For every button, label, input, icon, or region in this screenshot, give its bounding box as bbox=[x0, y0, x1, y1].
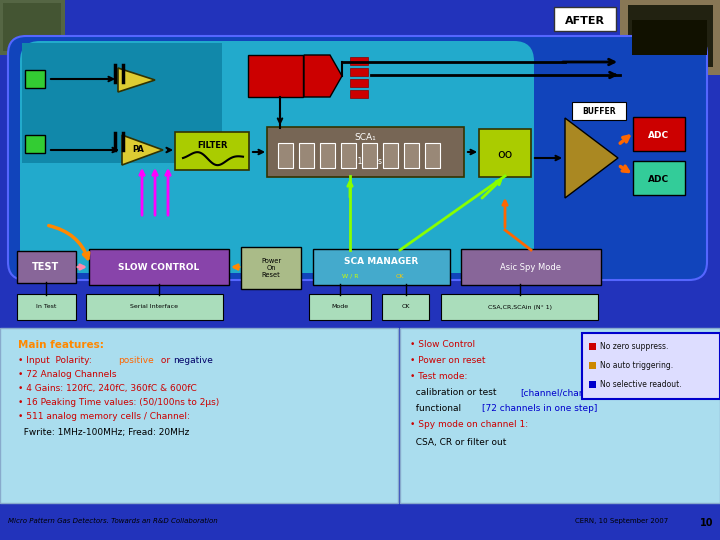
Text: No auto triggering.: No auto triggering. bbox=[600, 361, 673, 370]
Text: CK: CK bbox=[396, 273, 404, 279]
FancyBboxPatch shape bbox=[241, 247, 301, 289]
Text: • Input  Polarity:: • Input Polarity: bbox=[18, 356, 94, 365]
FancyBboxPatch shape bbox=[8, 36, 707, 280]
Bar bbox=[3, 3, 61, 51]
Text: 511 cells: 511 cells bbox=[348, 158, 382, 166]
Text: No zero suppress.: No zero suppress. bbox=[600, 342, 668, 351]
FancyBboxPatch shape bbox=[175, 132, 249, 170]
Text: CERN, 10 September 2007: CERN, 10 September 2007 bbox=[575, 518, 668, 524]
FancyBboxPatch shape bbox=[633, 117, 685, 151]
Bar bbox=[404, 143, 419, 168]
FancyBboxPatch shape bbox=[17, 294, 76, 320]
Bar bbox=[425, 143, 440, 168]
Text: Asic Spy Mode: Asic Spy Mode bbox=[500, 262, 562, 272]
Bar bbox=[632, 20, 707, 55]
Text: CSA,CR,SCAin (N° 1): CSA,CR,SCAin (N° 1) bbox=[487, 305, 552, 309]
Bar bbox=[320, 143, 335, 168]
Text: SCA MANAGER: SCA MANAGER bbox=[344, 256, 418, 266]
Bar bbox=[278, 143, 293, 168]
Text: • 16 Peaking Time values: (50/100ns to 2μs): • 16 Peaking Time values: (50/100ns to 2… bbox=[18, 398, 220, 407]
FancyBboxPatch shape bbox=[89, 249, 229, 285]
Text: In Test: In Test bbox=[36, 305, 57, 309]
Text: • 72 Analog Channels: • 72 Analog Channels bbox=[18, 370, 117, 379]
FancyBboxPatch shape bbox=[313, 249, 450, 285]
Text: • Power on reset: • Power on reset bbox=[410, 356, 485, 365]
Text: or: or bbox=[158, 356, 173, 365]
FancyBboxPatch shape bbox=[441, 294, 598, 320]
Text: BUFFER: BUFFER bbox=[582, 107, 616, 117]
Text: positive: positive bbox=[118, 356, 154, 365]
FancyBboxPatch shape bbox=[22, 43, 222, 163]
Bar bbox=[350, 68, 368, 76]
FancyBboxPatch shape bbox=[461, 249, 601, 285]
Bar bbox=[589, 343, 596, 350]
Text: No selective readout.: No selective readout. bbox=[600, 380, 682, 389]
Bar bbox=[589, 362, 596, 369]
FancyBboxPatch shape bbox=[20, 41, 534, 273]
Text: ADC: ADC bbox=[649, 174, 670, 184]
Text: SCA₁: SCA₁ bbox=[354, 133, 376, 143]
Bar bbox=[299, 143, 314, 168]
Polygon shape bbox=[565, 118, 618, 198]
Text: • 511 analog memory cells / Channel:: • 511 analog memory cells / Channel: bbox=[18, 412, 190, 421]
Text: AFTER: AFTER bbox=[565, 16, 605, 26]
Text: FILTER: FILTER bbox=[197, 140, 228, 150]
Text: oo: oo bbox=[498, 147, 513, 160]
Text: ADC: ADC bbox=[649, 131, 670, 139]
Polygon shape bbox=[118, 68, 155, 92]
Text: SLOW CONTROL: SLOW CONTROL bbox=[118, 262, 199, 272]
Text: TEST: TEST bbox=[32, 262, 60, 272]
Bar bbox=[341, 143, 356, 168]
Text: Power
On
Reset: Power On Reset bbox=[261, 258, 281, 278]
FancyBboxPatch shape bbox=[382, 294, 429, 320]
Bar bbox=[628, 5, 713, 67]
Text: Serial Interface: Serial Interface bbox=[130, 305, 179, 309]
Bar bbox=[248, 55, 303, 97]
FancyBboxPatch shape bbox=[582, 333, 720, 399]
Text: • Test mode:: • Test mode: bbox=[410, 372, 467, 381]
Text: [72 channels in one step]: [72 channels in one step] bbox=[482, 404, 598, 413]
FancyBboxPatch shape bbox=[554, 7, 616, 31]
Text: functional: functional bbox=[410, 404, 464, 413]
Text: PA: PA bbox=[132, 145, 144, 154]
Text: [channel/channel]: [channel/channel] bbox=[520, 388, 602, 397]
FancyBboxPatch shape bbox=[572, 102, 626, 120]
Bar bbox=[25, 135, 45, 153]
Bar bbox=[400, 328, 720, 503]
Text: CSA, CR or filter out: CSA, CR or filter out bbox=[410, 438, 506, 447]
Text: Main features:: Main features: bbox=[18, 340, 104, 350]
Text: Fwrite: 1MHz-100MHz; Fread: 20MHz: Fwrite: 1MHz-100MHz; Fread: 20MHz bbox=[18, 428, 189, 437]
Text: • Spy mode on channel 1:: • Spy mode on channel 1: bbox=[410, 420, 528, 429]
Bar bbox=[25, 70, 45, 88]
Text: calibration or test: calibration or test bbox=[410, 388, 500, 397]
FancyBboxPatch shape bbox=[17, 251, 76, 283]
Text: • 4 Gains: 120fC, 240fC, 360fC & 600fC: • 4 Gains: 120fC, 240fC, 360fC & 600fC bbox=[18, 384, 197, 393]
Bar bbox=[383, 143, 398, 168]
Polygon shape bbox=[304, 55, 342, 97]
Text: • Slow Control: • Slow Control bbox=[410, 340, 475, 349]
FancyBboxPatch shape bbox=[479, 129, 531, 177]
Text: negative: negative bbox=[173, 356, 213, 365]
Text: 10: 10 bbox=[700, 518, 714, 528]
Bar bbox=[589, 381, 596, 388]
Bar bbox=[0, 0, 65, 55]
FancyBboxPatch shape bbox=[267, 127, 464, 177]
Bar bbox=[362, 143, 377, 168]
Bar bbox=[350, 79, 368, 87]
Text: CK: CK bbox=[401, 305, 410, 309]
Text: Micro Pattern Gas Detectors. Towards an R&D Collaboration: Micro Pattern Gas Detectors. Towards an … bbox=[8, 518, 217, 524]
Text: W / R: W / R bbox=[342, 273, 359, 279]
Polygon shape bbox=[122, 135, 163, 165]
FancyBboxPatch shape bbox=[309, 294, 371, 320]
FancyBboxPatch shape bbox=[633, 161, 685, 195]
Bar bbox=[350, 90, 368, 98]
Text: Mode: Mode bbox=[331, 305, 348, 309]
Bar bbox=[350, 57, 368, 65]
Bar bbox=[620, 0, 720, 75]
Bar bbox=[0, 328, 398, 503]
FancyBboxPatch shape bbox=[86, 294, 223, 320]
